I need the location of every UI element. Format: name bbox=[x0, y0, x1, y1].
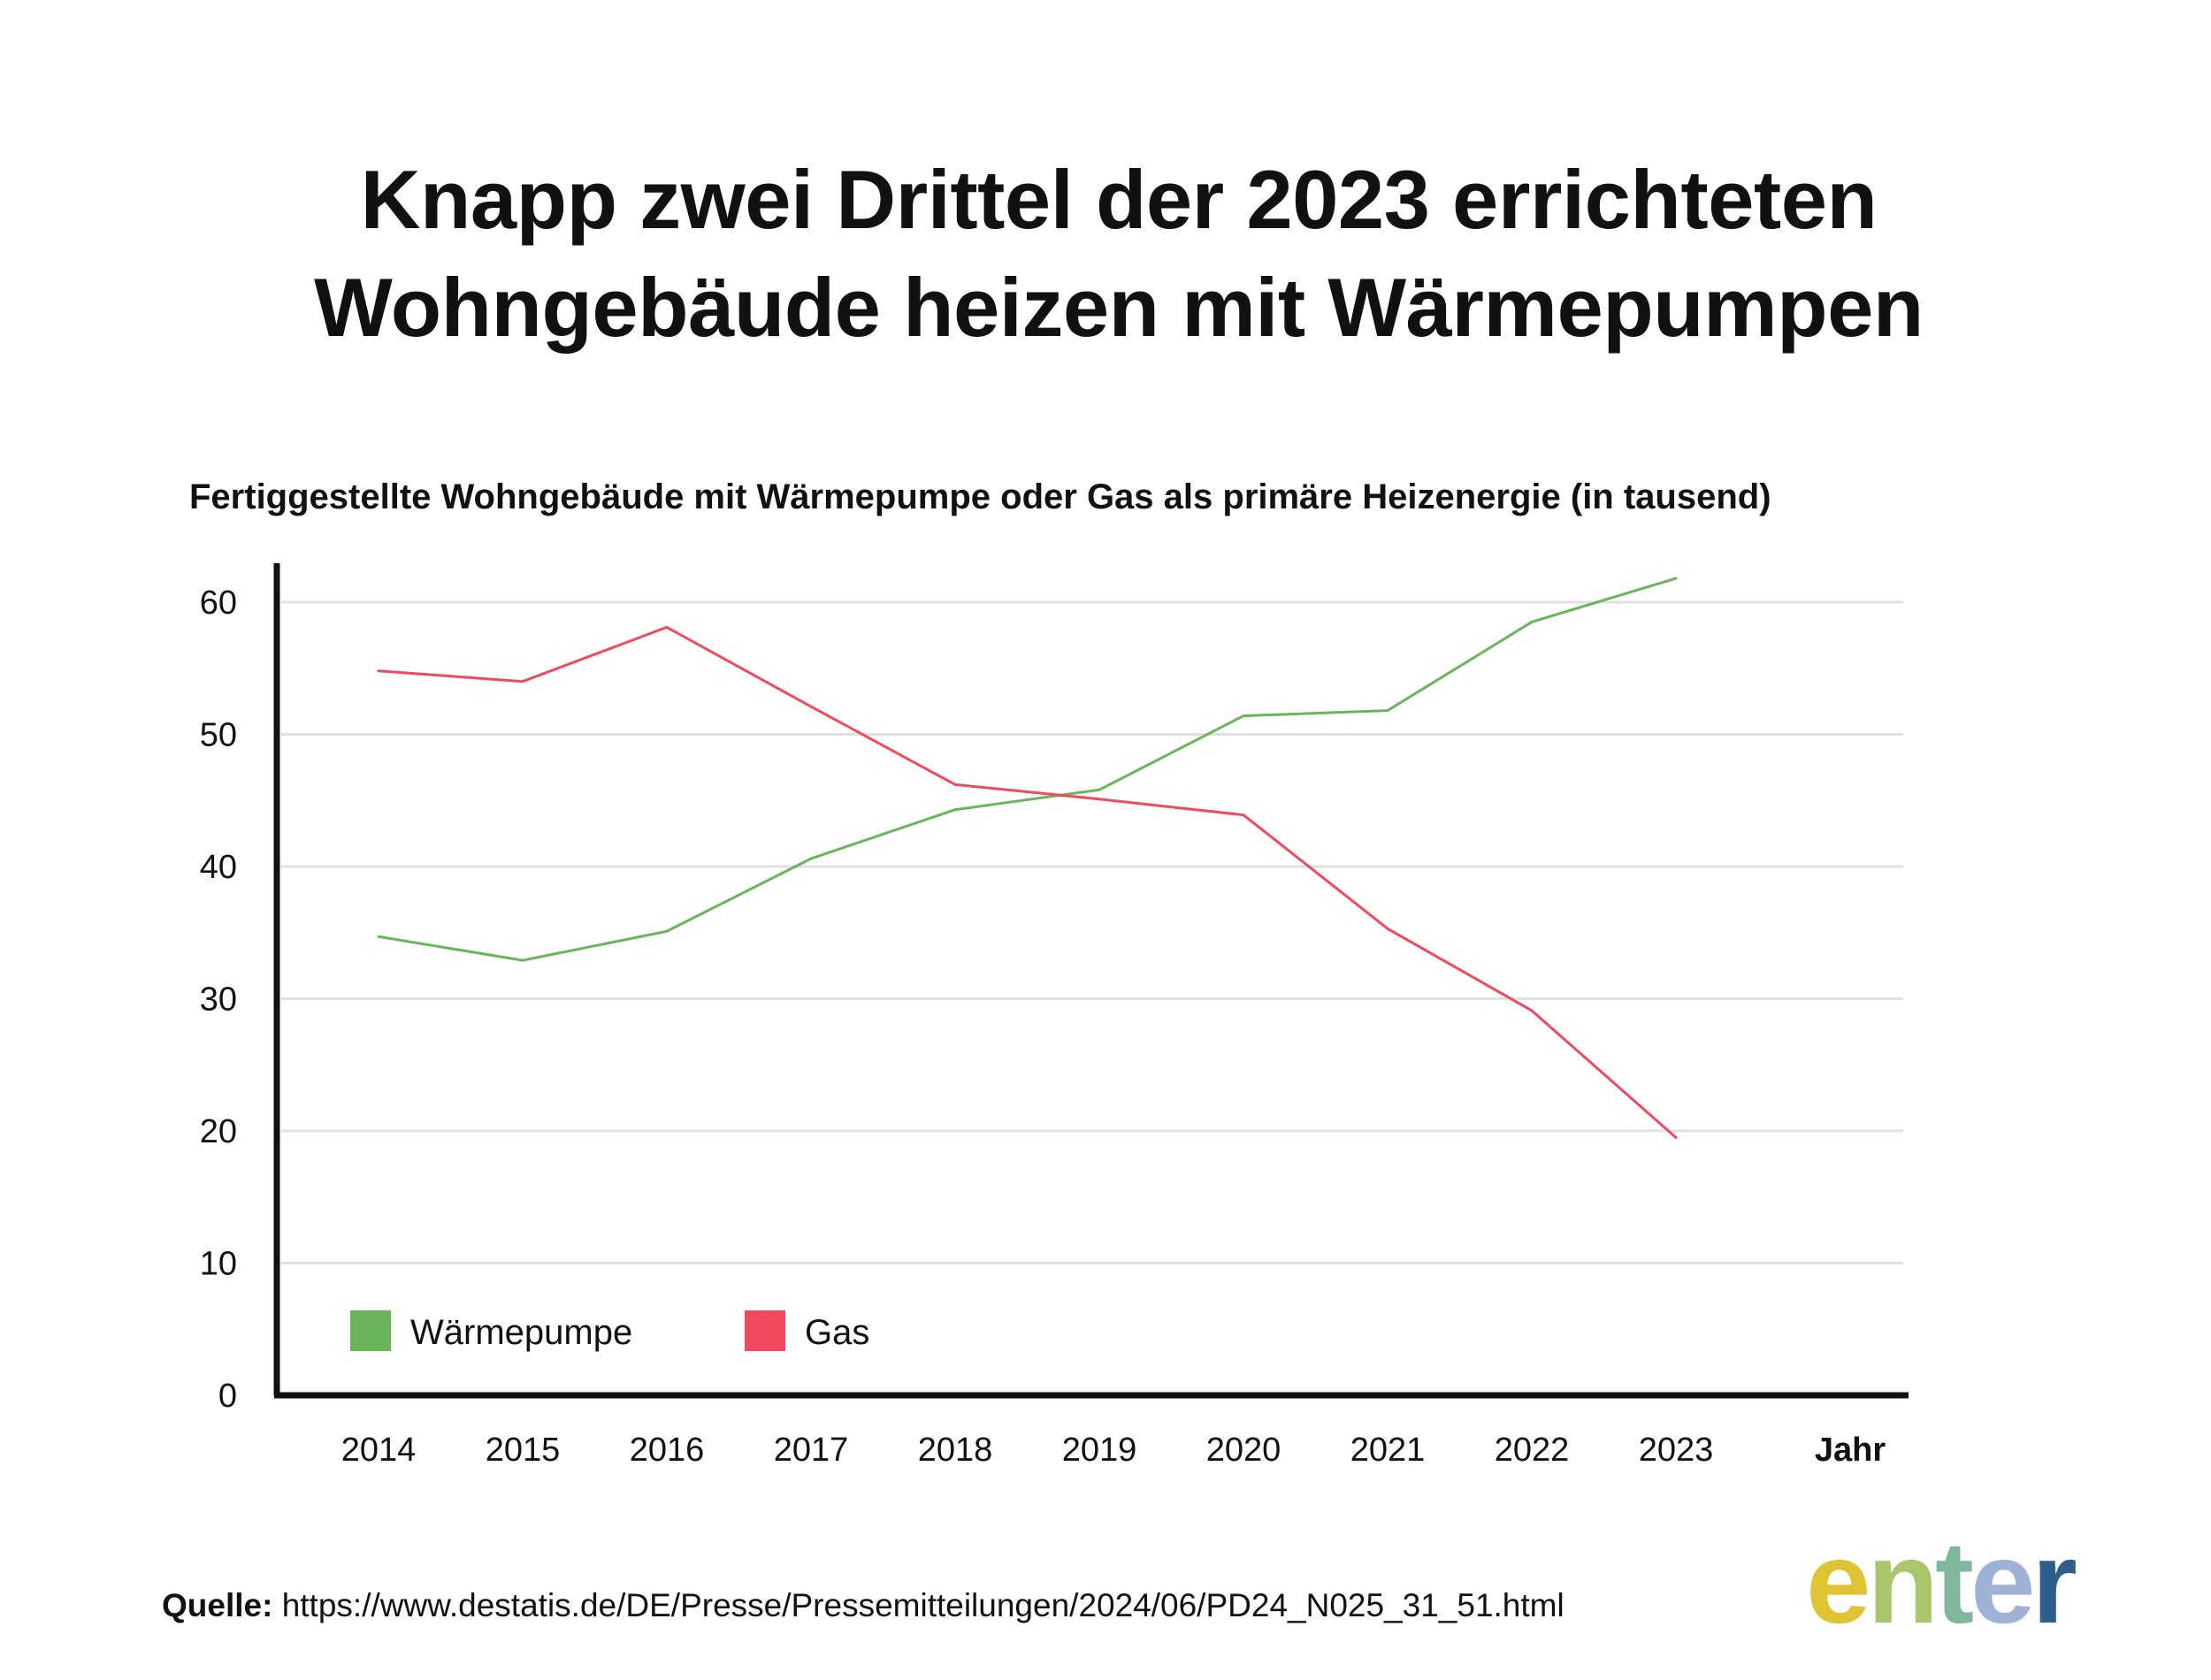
data-point bbox=[665, 929, 669, 933]
y-tick-label: 40 bbox=[200, 849, 237, 886]
logo-letter: n bbox=[1867, 1517, 1939, 1647]
data-point bbox=[1098, 788, 1101, 791]
data-point bbox=[953, 808, 957, 812]
data-point bbox=[953, 783, 957, 786]
x-tick-label: 2022 bbox=[1495, 1432, 1570, 1469]
logo-letter: e bbox=[1806, 1517, 1871, 1647]
data-point bbox=[521, 680, 524, 683]
y-tick-label: 30 bbox=[200, 981, 237, 1019]
x-tick-label: 2016 bbox=[630, 1432, 705, 1469]
data-point bbox=[1098, 798, 1101, 801]
data-point bbox=[377, 669, 380, 673]
data-point bbox=[377, 935, 380, 938]
data-point bbox=[1242, 813, 1245, 817]
x-tick-label: 2017 bbox=[774, 1432, 849, 1469]
gridlines bbox=[281, 600, 1903, 1264]
x-tick-label: 2014 bbox=[341, 1432, 417, 1469]
x-tick-label: 2020 bbox=[1206, 1432, 1281, 1469]
data-point bbox=[1386, 709, 1389, 713]
data-point bbox=[1530, 620, 1534, 623]
title-line-1: Knapp zwei Drittel der 2023 errichteten bbox=[360, 153, 1878, 246]
data-point bbox=[665, 625, 669, 629]
series-line-waermepumpe bbox=[378, 577, 1677, 962]
title-line-2: Wohngebäude heizen mit Wärmepumpen bbox=[314, 261, 1924, 354]
x-tick-label: 2019 bbox=[1062, 1432, 1137, 1469]
data-point bbox=[1674, 1135, 1678, 1139]
y-tick-label: 10 bbox=[200, 1246, 237, 1283]
data-point bbox=[1242, 714, 1245, 718]
data-point bbox=[1530, 1009, 1534, 1012]
data-point bbox=[1674, 577, 1678, 580]
x-tick-label: 2021 bbox=[1350, 1432, 1426, 1469]
x-tick-label: 2018 bbox=[918, 1432, 993, 1469]
y-tick-label: 60 bbox=[200, 584, 237, 622]
y-axis-ticks: 0 10 20 30 40 50 60 bbox=[200, 584, 237, 1415]
data-point bbox=[809, 705, 813, 708]
y-tick-label: 50 bbox=[200, 717, 237, 754]
legend-label: Gas bbox=[805, 1313, 869, 1352]
data-point bbox=[1386, 927, 1389, 930]
legend-swatch bbox=[350, 1310, 391, 1351]
x-tick-label: 2023 bbox=[1639, 1432, 1714, 1469]
x-axis-ticks: 2014 2015 2016 2017 2018 2019 2020 2021 2022 2023 bbox=[341, 1432, 1714, 1469]
series-line-gas bbox=[378, 625, 1677, 1139]
enter-logo: enter bbox=[1806, 1521, 2077, 1645]
y-tick-label: 20 bbox=[200, 1113, 237, 1150]
legend-label: Wärmepumpe bbox=[410, 1313, 632, 1352]
source-label: Quelle: bbox=[162, 1587, 273, 1623]
data-point bbox=[521, 958, 524, 962]
data-point bbox=[809, 857, 813, 860]
logo-letter: e bbox=[1970, 1517, 2035, 1647]
x-axis-label: Jahr bbox=[1815, 1432, 1886, 1469]
source-note: Quelle: https://www.destatis.de/DE/Press… bbox=[162, 1587, 1565, 1624]
logo-letter: t bbox=[1935, 1517, 1974, 1647]
chart-subtitle: Fertiggestellte Wohngebäude mit Wärmepum… bbox=[189, 477, 1771, 516]
legend: Wärmepumpe Gas bbox=[350, 1310, 869, 1352]
logo-letter: r bbox=[2031, 1517, 2077, 1647]
source-url: https://www.destatis.de/DE/Presse/Presse… bbox=[281, 1587, 1565, 1623]
y-tick-label: 0 bbox=[218, 1378, 237, 1415]
x-tick-label: 2015 bbox=[486, 1432, 561, 1469]
chart-title: Knapp zwei Drittel der 2023 errichteten … bbox=[0, 146, 2211, 362]
series-lines bbox=[377, 577, 1678, 1139]
legend-swatch bbox=[745, 1310, 785, 1351]
